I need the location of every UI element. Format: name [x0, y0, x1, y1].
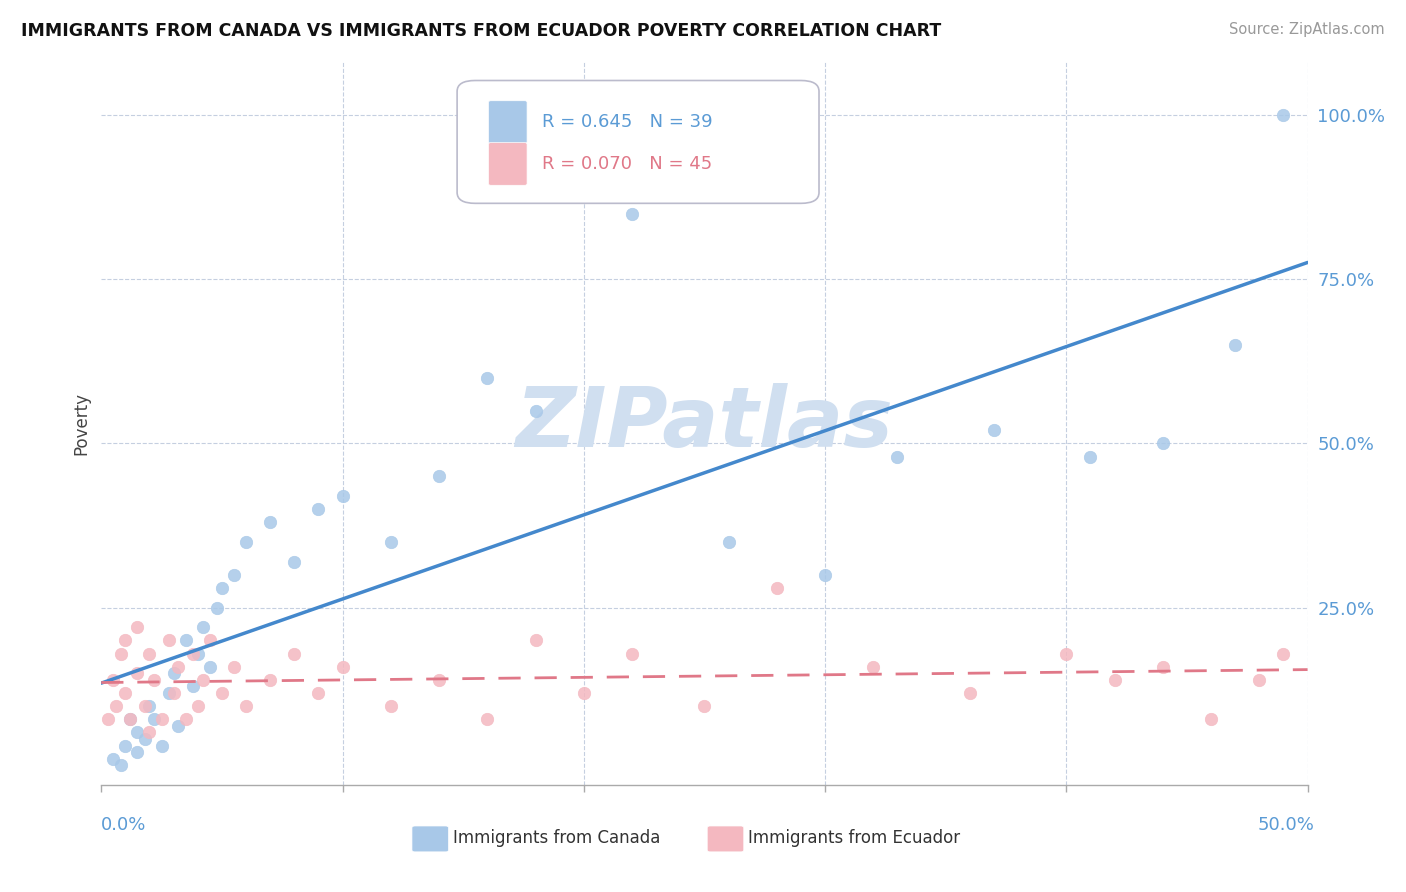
Point	[1104, 673, 1126, 687]
Point	[427, 673, 450, 687]
Point	[162, 666, 184, 681]
FancyBboxPatch shape	[488, 101, 527, 144]
Point	[259, 673, 281, 687]
Point	[983, 423, 1005, 437]
Point	[332, 659, 354, 673]
Point	[174, 712, 197, 726]
Text: IMMIGRANTS FROM CANADA VS IMMIGRANTS FROM ECUADOR POVERTY CORRELATION CHART: IMMIGRANTS FROM CANADA VS IMMIGRANTS FRO…	[21, 22, 942, 40]
Point	[283, 647, 305, 661]
Point	[134, 699, 156, 714]
Point	[150, 739, 173, 753]
Point	[150, 712, 173, 726]
Point	[524, 633, 547, 648]
Text: 50.0%: 50.0%	[1258, 816, 1315, 834]
Point	[198, 633, 221, 648]
Point	[307, 502, 329, 516]
Text: R = 0.070   N = 45: R = 0.070 N = 45	[541, 154, 711, 172]
Point	[862, 659, 884, 673]
Point	[138, 647, 160, 661]
Point	[143, 673, 166, 687]
Point	[138, 699, 160, 714]
Point	[127, 620, 149, 634]
Point	[187, 647, 209, 661]
Text: Source: ZipAtlas.com: Source: ZipAtlas.com	[1229, 22, 1385, 37]
Point	[167, 659, 190, 673]
Point	[205, 600, 228, 615]
Point	[134, 731, 156, 746]
Point	[332, 489, 354, 503]
FancyBboxPatch shape	[488, 143, 527, 186]
Point	[191, 673, 214, 687]
Point	[886, 450, 908, 464]
Point	[127, 745, 149, 759]
Point	[211, 686, 233, 700]
Point	[380, 535, 402, 549]
Point	[138, 725, 160, 739]
Point	[621, 206, 644, 220]
Point	[157, 633, 180, 648]
Point	[235, 699, 257, 714]
Point	[211, 581, 233, 595]
Text: Immigrants from Canada: Immigrants from Canada	[453, 830, 659, 847]
Point	[1199, 712, 1222, 726]
Point	[181, 647, 204, 661]
Point	[765, 581, 787, 595]
Point	[181, 680, 204, 694]
FancyBboxPatch shape	[457, 80, 820, 203]
Text: 0.0%: 0.0%	[101, 816, 146, 834]
Point	[693, 699, 716, 714]
Point	[143, 712, 166, 726]
Text: Immigrants from Ecuador: Immigrants from Ecuador	[748, 830, 960, 847]
Point	[191, 620, 214, 634]
Point	[477, 712, 499, 726]
Point	[198, 659, 221, 673]
Point	[524, 403, 547, 417]
Point	[103, 752, 125, 766]
Point	[167, 719, 190, 733]
Point	[110, 647, 132, 661]
Point	[114, 686, 136, 700]
Point	[162, 686, 184, 700]
Y-axis label: Poverty: Poverty	[72, 392, 90, 455]
Point	[621, 647, 644, 661]
Point	[283, 555, 305, 569]
Point	[1225, 338, 1247, 352]
Point	[120, 712, 142, 726]
Point	[97, 712, 120, 726]
Point	[104, 699, 127, 714]
Point	[114, 633, 136, 648]
Point	[127, 666, 149, 681]
Point	[127, 725, 149, 739]
Point	[380, 699, 402, 714]
Point	[187, 699, 209, 714]
Point	[572, 686, 595, 700]
Point	[717, 535, 740, 549]
Point	[235, 535, 257, 549]
Point	[1272, 108, 1295, 122]
Point	[1249, 673, 1271, 687]
Point	[814, 567, 837, 582]
Text: R = 0.645   N = 39: R = 0.645 N = 39	[541, 112, 713, 131]
Point	[120, 712, 142, 726]
Point	[1272, 647, 1295, 661]
Point	[1054, 647, 1077, 661]
Point	[1080, 450, 1102, 464]
Point	[222, 659, 245, 673]
Point	[959, 686, 981, 700]
Point	[1152, 436, 1174, 450]
Point	[110, 758, 132, 772]
Point	[427, 469, 450, 483]
Point	[477, 370, 499, 384]
Point	[307, 686, 329, 700]
Point	[103, 673, 125, 687]
Point	[1152, 659, 1174, 673]
Point	[259, 515, 281, 529]
Point	[157, 686, 180, 700]
Point	[114, 739, 136, 753]
Point	[222, 567, 245, 582]
Text: ZIPatlas: ZIPatlas	[516, 384, 893, 464]
Point	[174, 633, 197, 648]
